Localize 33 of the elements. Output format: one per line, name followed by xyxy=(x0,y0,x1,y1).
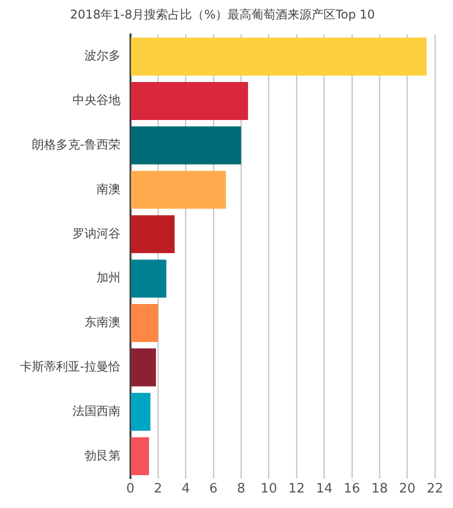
x-tick-label: 2 xyxy=(154,482,162,497)
bar xyxy=(130,437,150,476)
y-tick-label: 南澳 xyxy=(96,182,120,196)
bar xyxy=(130,38,427,76)
bar xyxy=(130,170,226,209)
x-tick-label: 6 xyxy=(209,482,218,497)
x-tick-label: 14 xyxy=(316,482,332,497)
x-tick-label: 20 xyxy=(399,482,416,497)
x-tick-label: 22 xyxy=(426,482,444,497)
bar xyxy=(130,348,156,386)
x-tick-label: 18 xyxy=(371,482,388,497)
y-tick-label: 法国西南 xyxy=(72,404,120,418)
y-tick-label: 朗格多克-鲁西荣 xyxy=(32,138,120,152)
x-tick-label: 4 xyxy=(182,482,190,497)
y-tick-label: 卡斯蒂利亚-拉曼恰 xyxy=(20,360,120,374)
y-tick-label: 勃艮第 xyxy=(84,448,120,462)
bar xyxy=(130,82,248,120)
y-tick-label: 中央谷地 xyxy=(72,93,120,108)
y-tick-label: 罗讷河谷 xyxy=(72,226,120,240)
y-tick-label: 东南澳 xyxy=(84,315,120,330)
bar xyxy=(130,304,158,342)
y-tick-label: 加州 xyxy=(96,270,120,285)
x-tick-label: 16 xyxy=(344,482,360,497)
x-tick-label: 8 xyxy=(236,482,246,497)
x-tick-label: 0 xyxy=(126,482,134,497)
x-tick-label: 12 xyxy=(288,482,305,497)
y-tick-label: 波尔多 xyxy=(84,48,120,63)
bar xyxy=(130,392,150,431)
bar xyxy=(130,126,242,164)
bar xyxy=(130,215,175,254)
bar xyxy=(130,260,166,298)
x-tick-label: 10 xyxy=(260,482,278,497)
chart-title: 2018年1-8月搜索占比（%）最高葡萄酒来源产区Top 10 xyxy=(70,7,375,22)
